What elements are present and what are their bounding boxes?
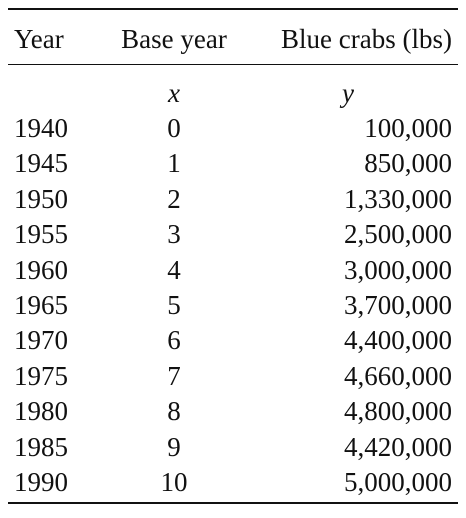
header-base-year: Base year xyxy=(121,24,227,54)
cell-blue-crabs: 850,000 xyxy=(364,148,452,178)
cell-base-year: 3 xyxy=(167,219,181,249)
cell-blue-crabs: 4,800,000 xyxy=(344,396,452,426)
variable-y-label: y xyxy=(342,78,354,108)
header-blue-crabs: Blue crabs (lbs) xyxy=(281,24,452,54)
cell-year: 1945 xyxy=(14,148,68,178)
cell-base-year: 8 xyxy=(167,396,181,426)
cell-base-year: 7 xyxy=(167,361,181,391)
cell-blue-crabs: 4,660,000 xyxy=(344,361,452,391)
cell-base-year: 6 xyxy=(167,325,181,355)
cell-base-year: 9 xyxy=(167,432,181,462)
cell-base-year: 1 xyxy=(167,148,181,178)
cell-year: 1985 xyxy=(14,432,68,462)
cell-blue-crabs: 2,500,000 xyxy=(344,219,452,249)
cell-year: 1970 xyxy=(14,325,68,355)
cell-year: 1990 xyxy=(14,467,68,497)
cell-blue-crabs: 4,400,000 xyxy=(344,325,452,355)
cell-year: 1980 xyxy=(14,396,68,426)
header-year: Year xyxy=(14,24,64,54)
cell-year: 1940 xyxy=(14,113,68,143)
cell-base-year: 10 xyxy=(160,467,188,497)
cell-year: 1960 xyxy=(14,255,68,285)
cell-year: 1955 xyxy=(14,219,68,249)
variable-x-label: x xyxy=(168,78,180,108)
cell-base-year: 4 xyxy=(167,255,181,285)
cell-blue-crabs: 100,000 xyxy=(364,113,452,143)
cell-blue-crabs: 5,000,000 xyxy=(344,467,452,497)
cell-blue-crabs: 3,000,000 xyxy=(344,255,452,285)
table-bottom-rule xyxy=(8,502,458,504)
cell-base-year: 5 xyxy=(167,290,181,320)
cell-year: 1975 xyxy=(14,361,68,391)
cell-year: 1950 xyxy=(14,184,68,214)
cell-blue-crabs: 3,700,000 xyxy=(344,290,452,320)
cell-blue-crabs: 4,420,000 xyxy=(344,432,452,462)
table-top-rule xyxy=(8,8,458,10)
cell-base-year: 0 xyxy=(167,113,181,143)
table-header-rule xyxy=(8,64,458,65)
cell-blue-crabs: 1,330,000 xyxy=(344,184,452,214)
cell-base-year: 2 xyxy=(167,184,181,214)
cell-year: 1965 xyxy=(14,290,68,320)
